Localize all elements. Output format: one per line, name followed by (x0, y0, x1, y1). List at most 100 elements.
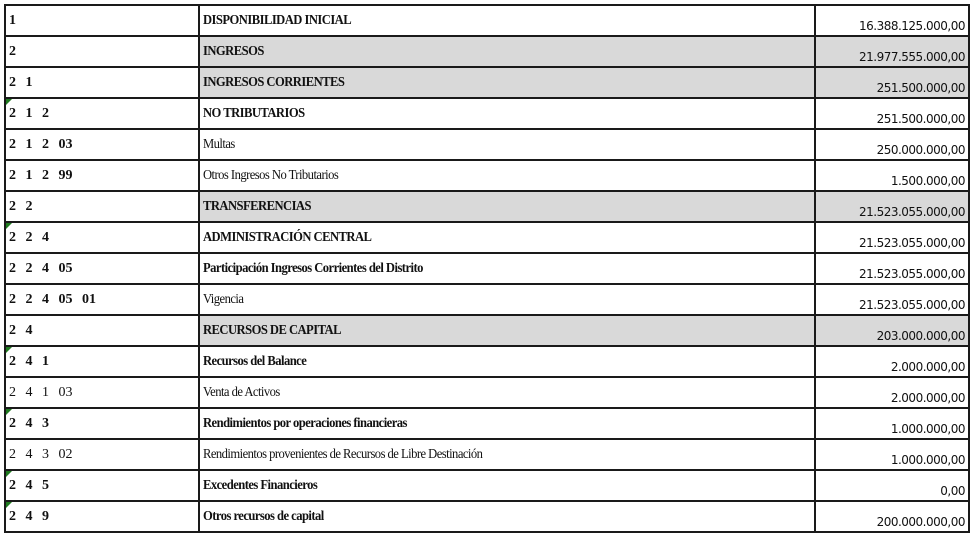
budget-table: 1 DISPONIBILIDAD INICIAL 16.388.125.000,00… (4, 4, 970, 533)
amount-text: 1.000.000,00 (890, 422, 966, 436)
concept-cell[interactable]: DISPONIBILIDAD INICIAL (198, 4, 816, 37)
code-cell[interactable]: 2 1 2 99 (4, 159, 200, 192)
concept-text: INGRESOS (203, 43, 264, 59)
code-cell[interactable]: 2 (4, 35, 200, 68)
amount-cell[interactable]: 251.500.000,00 (814, 97, 970, 130)
table-row: 2 2 TRANSFERENCIAS 21.523.055.000,00 (4, 190, 970, 223)
concept-cell[interactable]: Venta de Activos (198, 376, 816, 409)
code-text: 2 1 2 99 (9, 167, 73, 183)
amount-cell[interactable]: 2.000.000,00 (814, 345, 970, 378)
amount-text: 251.500.000,00 (876, 112, 966, 126)
error-indicator-icon (7, 472, 12, 477)
amount-cell[interactable]: 1.500.000,00 (814, 159, 970, 192)
code-cell[interactable]: 2 2 4 05 (4, 252, 200, 285)
amount-text: 21.523.055.000,00 (858, 205, 966, 219)
table-row: 2 1 2 99 Otros Ingresos No Tributarios 1.5… (4, 159, 970, 192)
amount-cell[interactable]: 2.000.000,00 (814, 376, 970, 409)
error-indicator-icon (7, 503, 12, 508)
concept-cell[interactable]: Vigencia (198, 283, 816, 316)
concept-cell[interactable]: Rendimientos provenientes de Recursos de… (198, 438, 816, 471)
concept-cell[interactable]: Rendimientos por operaciones financieras (198, 407, 816, 440)
concept-text: RECURSOS DE CAPITAL (203, 322, 341, 338)
concept-cell[interactable]: Multas (198, 128, 816, 161)
amount-cell[interactable]: 250.000.000,00 (814, 128, 970, 161)
code-text: 2 4 (9, 322, 33, 338)
concept-cell[interactable]: Otros Ingresos No Tributarios (198, 159, 816, 192)
table-row: 2 2 4 05 01 Vigencia 21.523.055.000,00 (4, 283, 970, 316)
amount-cell[interactable]: 200.000.000,00 (814, 500, 970, 533)
amount-cell[interactable]: 1.000.000,00 (814, 438, 970, 471)
table-row: 2 4 3 02 Rendimientos provenientes de Rec… (4, 438, 970, 471)
concept-cell[interactable]: INGRESOS CORRIENTES (198, 66, 816, 99)
concept-text: Vigencia (203, 291, 244, 307)
amount-cell[interactable]: 251.500.000,00 (814, 66, 970, 99)
concept-cell[interactable]: TRANSFERENCIAS (198, 190, 816, 223)
code-cell[interactable]: 2 4 (4, 314, 200, 347)
amount-cell[interactable]: 21.523.055.000,00 (814, 283, 970, 316)
code-cell[interactable]: 2 4 1 03 (4, 376, 200, 409)
code-cell[interactable]: 2 1 2 (4, 97, 200, 130)
code-cell[interactable]: 2 1 2 03 (4, 128, 200, 161)
code-cell[interactable]: 2 4 3 02 (4, 438, 200, 471)
code-cell[interactable]: 2 4 1 (4, 345, 200, 378)
error-indicator-icon (7, 348, 12, 353)
code-cell[interactable]: 2 2 4 05 01 (4, 283, 200, 316)
concept-text: DISPONIBILIDAD INICIAL (203, 12, 352, 28)
code-text: 2 4 9 (9, 508, 49, 524)
code-text: 2 4 3 (9, 415, 49, 431)
concept-text: Multas (203, 136, 235, 152)
amount-text: 2.000.000,00 (890, 391, 966, 405)
table-row: 2 1 2 03 Multas 250.000.000,00 (4, 128, 970, 161)
amount-cell[interactable]: 21.523.055.000,00 (814, 221, 970, 254)
concept-text: NO TRIBUTARIOS (203, 105, 305, 121)
code-cell[interactable]: 2 4 9 (4, 500, 200, 533)
concept-cell[interactable]: Participación Ingresos Corrientes del Di… (198, 252, 816, 285)
concept-cell[interactable]: RECURSOS DE CAPITAL (198, 314, 816, 347)
amount-cell[interactable]: 21.523.055.000,00 (814, 252, 970, 285)
amount-text: 0,00 (940, 484, 965, 498)
amount-cell[interactable]: 0,00 (814, 469, 970, 502)
amount-text: 21.523.055.000,00 (858, 298, 966, 312)
amount-text: 1.000.000,00 (890, 453, 966, 467)
table-row: 2 2 4 ADMINISTRACIÓN CENTRAL 21.523.055.00… (4, 221, 970, 254)
concept-text: Otros Ingresos No Tributarios (203, 167, 339, 183)
code-cell[interactable]: 1 (4, 4, 200, 37)
concept-text: Participación Ingresos Corrientes del Di… (203, 260, 423, 276)
amount-cell[interactable]: 16.388.125.000,00 (814, 4, 970, 37)
code-cell[interactable]: 2 4 5 (4, 469, 200, 502)
concept-text: Recursos del Balance (203, 353, 307, 369)
code-text: 2 (9, 43, 16, 59)
table-row: 2 4 1 Recursos del Balance 2.000.000,00 (4, 345, 970, 378)
table-row: 2 INGRESOS 21.977.555.000,00 (4, 35, 970, 68)
amount-cell[interactable]: 1.000.000,00 (814, 407, 970, 440)
table-row: 2 4 1 03 Venta de Activos 2.000.000,00 (4, 376, 970, 409)
code-text: 2 1 2 03 (9, 136, 73, 152)
code-cell[interactable]: 2 4 3 (4, 407, 200, 440)
amount-text: 251.500.000,00 (876, 81, 966, 95)
amount-text: 16.388.125.000,00 (858, 19, 966, 33)
code-cell[interactable]: 2 1 (4, 66, 200, 99)
concept-text: Venta de Activos (203, 384, 280, 400)
table-row: 2 4 5 Excedentes Financieros 0,00 (4, 469, 970, 502)
concept-cell[interactable]: Recursos del Balance (198, 345, 816, 378)
error-indicator-icon (7, 100, 12, 105)
concept-cell[interactable]: Otros recursos de capital (198, 500, 816, 533)
amount-cell[interactable]: 21.523.055.000,00 (814, 190, 970, 223)
concept-cell[interactable]: NO TRIBUTARIOS (198, 97, 816, 130)
concept-text: Rendimientos por operaciones financieras (203, 415, 407, 431)
concept-cell[interactable]: ADMINISTRACIÓN CENTRAL (198, 221, 816, 254)
concept-cell[interactable]: Excedentes Financieros (198, 469, 816, 502)
code-text: 1 (9, 12, 16, 28)
concept-cell[interactable]: INGRESOS (198, 35, 816, 68)
code-cell[interactable]: 2 2 4 (4, 221, 200, 254)
table-row: 2 1 2 NO TRIBUTARIOS 251.500.000,00 (4, 97, 970, 130)
code-cell[interactable]: 2 2 (4, 190, 200, 223)
amount-text: 250.000.000,00 (876, 143, 966, 157)
concept-text: Rendimientos provenientes de Recursos de… (203, 446, 483, 462)
code-text: 2 4 1 03 (9, 384, 73, 400)
amount-cell[interactable]: 203.000.000,00 (814, 314, 970, 347)
table-row: 2 4 3 Rendimientos por operaciones financ… (4, 407, 970, 440)
table-row: 1 DISPONIBILIDAD INICIAL 16.388.125.000,00 (4, 4, 970, 37)
amount-cell[interactable]: 21.977.555.000,00 (814, 35, 970, 68)
concept-text: Excedentes Financieros (203, 477, 318, 493)
